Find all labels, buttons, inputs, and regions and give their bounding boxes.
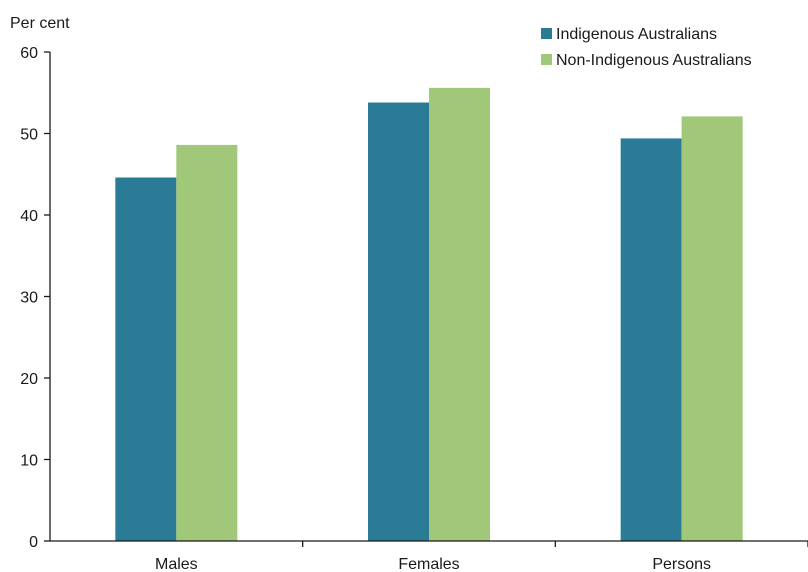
- bar-males-non-indigenous: [176, 144, 238, 541]
- bars: [115, 87, 743, 542]
- y-tick-label: 40: [20, 208, 38, 225]
- legend-swatch-non-indigenous: [541, 54, 552, 65]
- bar-females-indigenous: [368, 102, 429, 541]
- x-category-label: Males: [155, 556, 198, 572]
- y-tick-label: 10: [20, 453, 38, 470]
- x-axis-ticks: Males Females Persons: [155, 541, 808, 572]
- y-tick-label: 50: [20, 127, 38, 144]
- x-category-label: Persons: [652, 556, 711, 572]
- bar-females-non-indigenous: [429, 87, 490, 542]
- legend-label-non-indigenous: Non-Indigenous Australians: [556, 52, 752, 69]
- y-axis-unit-label: Per cent: [10, 15, 70, 32]
- y-tick-label: 30: [20, 290, 38, 307]
- x-category-label: Females: [398, 556, 459, 572]
- bar-males-indigenous: [115, 177, 177, 541]
- legend: Indigenous Australians Non-Indigenous Au…: [541, 26, 752, 69]
- bar-persons-indigenous: [620, 138, 682, 541]
- legend-swatch-indigenous: [541, 28, 552, 39]
- legend-label-indigenous: Indigenous Australians: [556, 26, 717, 43]
- y-tick-label: 60: [20, 45, 38, 62]
- y-axis-ticks: 0 10 20 30 40 50 60: [20, 45, 50, 551]
- bar-persons-non-indigenous: [681, 116, 743, 541]
- y-tick-label: 0: [29, 534, 38, 551]
- y-tick-label: 20: [20, 371, 38, 388]
